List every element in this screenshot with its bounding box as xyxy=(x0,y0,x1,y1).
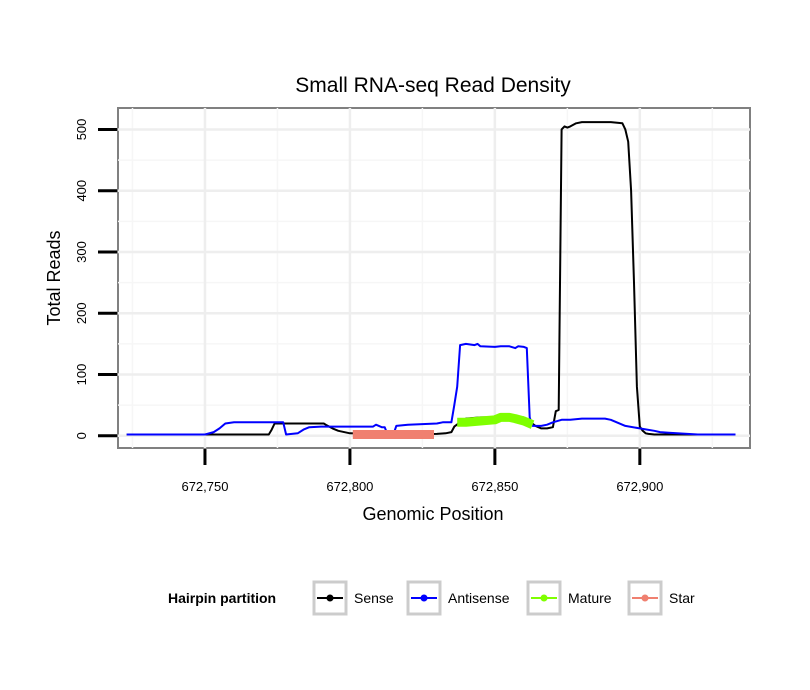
chart-title: Small RNA-seq Read Density xyxy=(295,74,571,97)
y-tick-label: 100 xyxy=(74,364,89,386)
legend-label: Mature xyxy=(568,590,612,606)
y-tick-label: 400 xyxy=(74,180,89,202)
series-line-sense xyxy=(126,121,736,436)
legend-label: Sense xyxy=(354,590,394,606)
plot-panel xyxy=(117,107,751,449)
y-tick-label: 300 xyxy=(74,241,89,263)
series-layer xyxy=(126,121,736,439)
y-axis-title: Total Reads xyxy=(44,230,64,325)
y-tick-label: 0 xyxy=(74,432,89,439)
legend-label: Antisense xyxy=(448,590,510,606)
legend-title: Hairpin partition xyxy=(168,590,276,606)
x-tick-label: 672,750 xyxy=(181,479,228,494)
x-tick-label: 672,900 xyxy=(616,479,663,494)
axes: 672,750 672,800 672,850 672,900 0 100 200 300 40… xyxy=(74,119,663,494)
legend: Hairpin partition Sense Antisense Mature St… xyxy=(168,580,695,616)
x-tick-label: 672,800 xyxy=(326,479,373,494)
gridlines xyxy=(118,108,750,448)
legend-key-marker xyxy=(420,594,428,602)
y-tick-label: 500 xyxy=(74,119,89,141)
legend-key-marker xyxy=(540,594,548,602)
legend-label: Star xyxy=(669,590,695,606)
series-line-antisense xyxy=(126,342,736,436)
legend-item-sense: Sense xyxy=(312,580,394,616)
legend-key-marker xyxy=(326,594,334,602)
legend-key-marker xyxy=(641,594,649,602)
x-tick-label: 672,850 xyxy=(471,479,518,494)
y-tick-label: 200 xyxy=(74,302,89,324)
legend-item-mature: Mature xyxy=(526,580,612,616)
series-line-mature xyxy=(457,412,535,429)
legend-item-antisense: Antisense xyxy=(406,580,510,616)
legend-item-star: Star xyxy=(627,580,695,616)
x-axis-title: Genomic Position xyxy=(362,504,503,524)
